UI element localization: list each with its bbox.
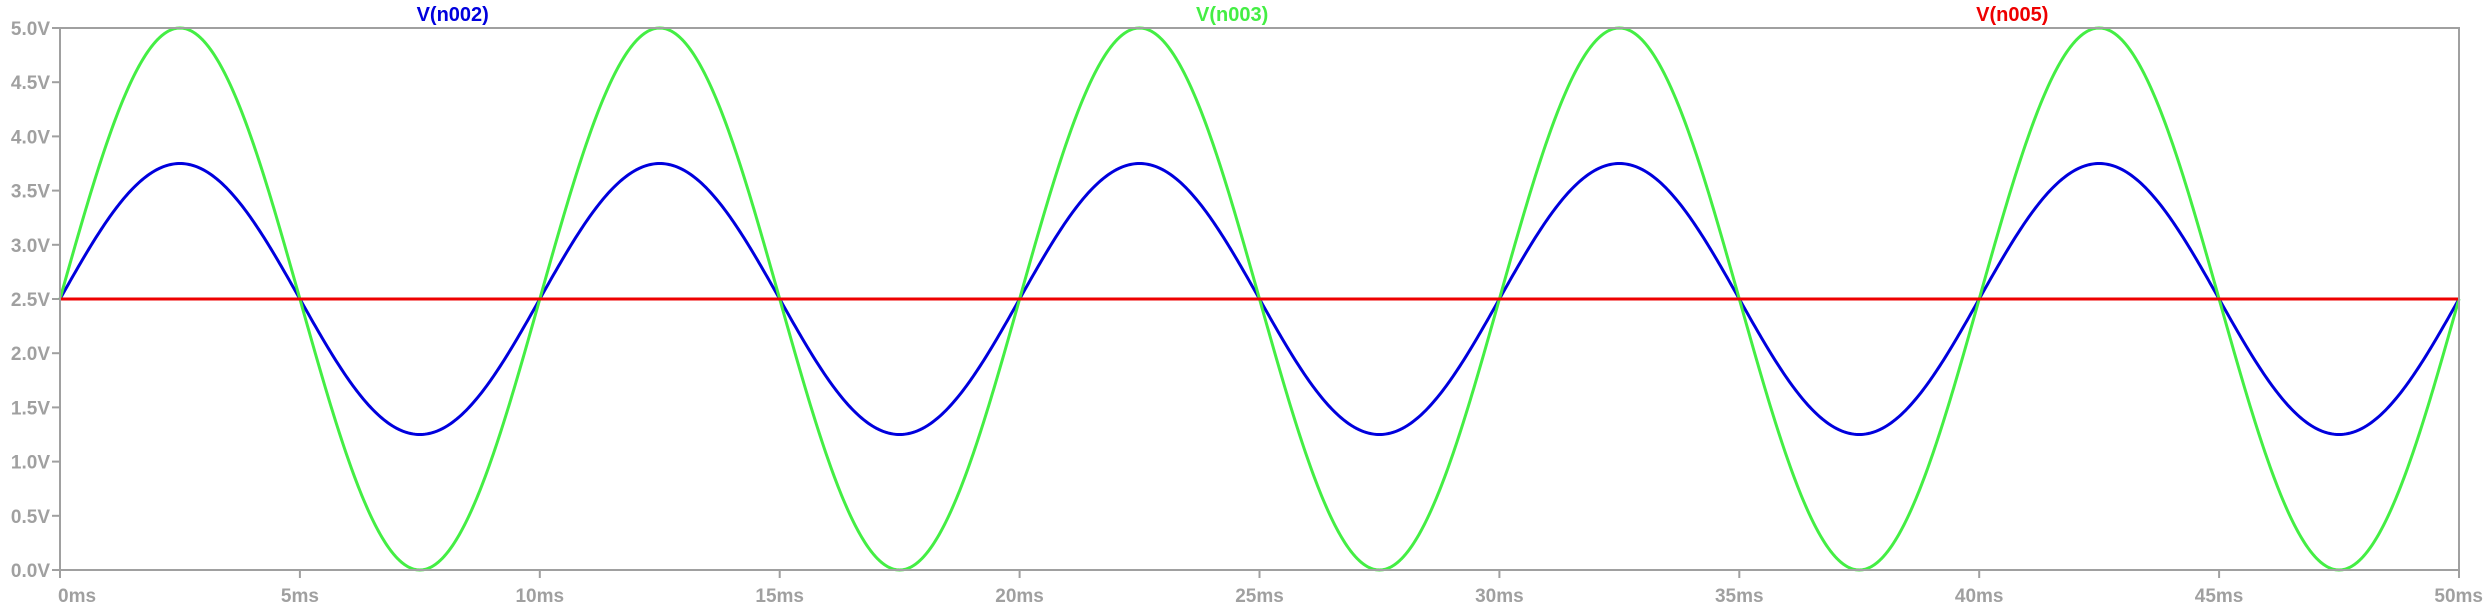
legend-label: V(n002) [417, 4, 489, 26]
legend-label: V(n003) [1196, 4, 1268, 26]
x-tick-label: 25ms [1235, 586, 1284, 607]
y-tick-label: 3.5V [11, 182, 50, 203]
legend: V(n002) V(n003) V(n005) [417, 4, 2049, 26]
y-tick-label: 4.0V [11, 127, 50, 148]
plot-frame [59, 27, 2460, 571]
y-tick-label: 0.0V [11, 561, 50, 582]
x-tick-label: 0ms [58, 586, 96, 607]
y-tick-label: 0.5V [11, 507, 50, 528]
x-tick-label: 35ms [1715, 586, 1764, 607]
x-tick-label: 50ms [2434, 586, 2483, 607]
y-axis: 0.0V 0.5V 1.0V 1.5V 2.0V 2.5V 3.0V 3.5V 4.0V 4.5V… [11, 19, 60, 582]
x-tick-label: 30ms [1475, 586, 1524, 607]
x-axis: 0ms 5ms 10ms 15ms 20ms 25ms 30ms 35ms 40ms 45ms 50… [58, 570, 2483, 607]
x-tick-label: 45ms [2195, 586, 2244, 607]
y-tick-label: 1.5V [11, 398, 50, 419]
y-tick-label: 1.0V [11, 453, 50, 474]
x-tick-label: 5ms [281, 586, 319, 607]
y-tick-label: 2.0V [11, 344, 50, 365]
x-tick-label: 20ms [995, 586, 1044, 607]
legend-label: V(n005) [1976, 4, 2048, 26]
x-tick-label: 15ms [755, 586, 804, 607]
y-tick-label: 2.5V [11, 290, 50, 311]
x-tick-label: 10ms [515, 586, 564, 607]
y-tick-label: 5.0V [11, 19, 50, 40]
y-tick-label: 3.0V [11, 236, 50, 257]
traces [58, 26, 2461, 572]
x-tick-label: 40ms [1955, 586, 2004, 607]
y-tick-label: 4.5V [11, 73, 50, 94]
